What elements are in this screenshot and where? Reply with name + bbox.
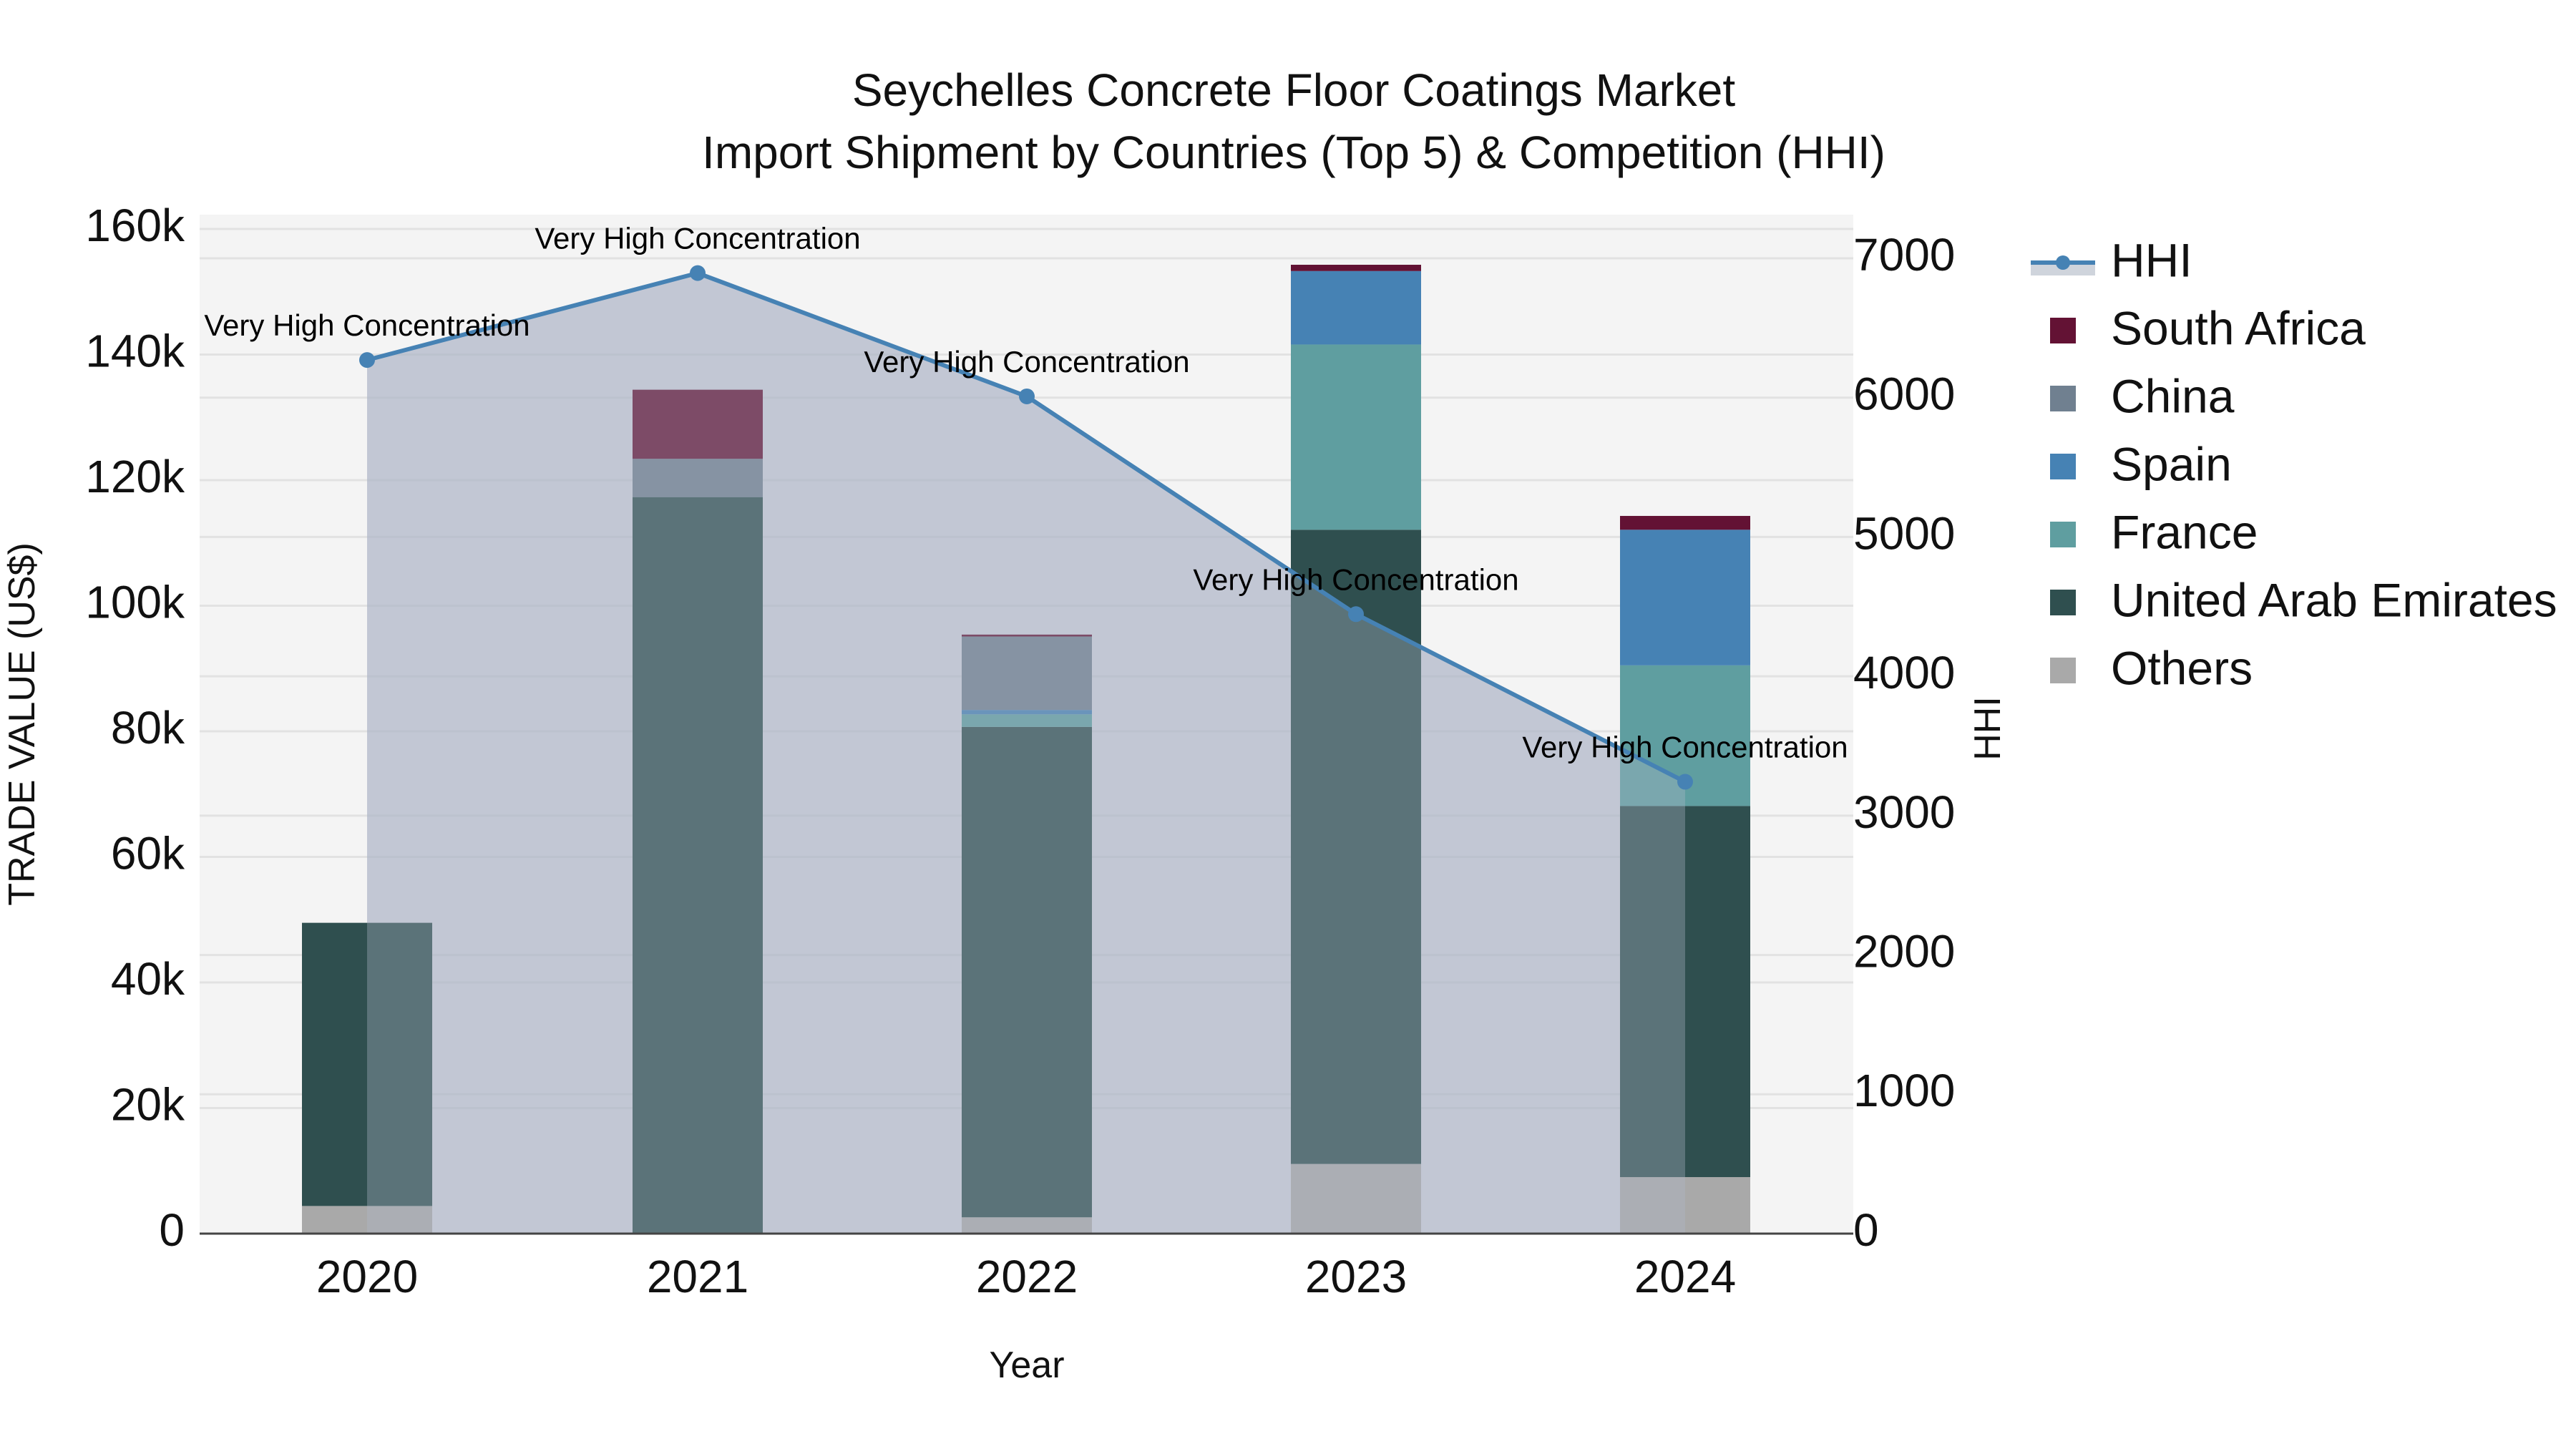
legend-swatch-icon: [2050, 658, 2076, 683]
legend-swatch-icon: [2050, 590, 2076, 615]
hhi-marker: [1348, 606, 1364, 623]
bar-segment-others: [1291, 1163, 1421, 1234]
x-tick-label: 2020: [316, 1251, 418, 1302]
bar-segment-south-africa: [962, 634, 1092, 637]
legend-swatch-icon: [2050, 522, 2076, 547]
hhi-marker: [690, 265, 706, 281]
bar-segment-south-africa: [1620, 516, 1750, 530]
legend-item-others[interactable]: Others: [2050, 641, 2253, 694]
legend-item-china[interactable]: China: [2050, 369, 2235, 422]
y-tick-label: 60k: [111, 827, 185, 879]
hhi-annotation: Very High Concentration: [535, 222, 860, 255]
y2-tick-label: 2000: [1853, 925, 1955, 977]
legend-label: China: [2111, 369, 2235, 422]
x-tick-label: 2021: [647, 1251, 748, 1302]
y2-tick-label: 6000: [1853, 369, 1955, 420]
hhi-annotations: Very High Concentration Very High Concent…: [204, 222, 1848, 764]
bar-segment-china: [962, 636, 1092, 711]
bar-segment-united-arab-emirates: [1620, 806, 1750, 1178]
y-axis-right-ticks: 0 1000 2000 3000 4000 5000 6000 7000: [1853, 229, 1955, 1256]
y-tick-label: 40k: [111, 953, 185, 1005]
bar-segment-spain: [1291, 270, 1421, 345]
legend-swatch-icon: [2050, 454, 2076, 479]
legend-label: Others: [2111, 641, 2253, 694]
bar-segment-others: [962, 1217, 1092, 1234]
hhi-fill-overlay: [367, 273, 1685, 1234]
chart-title: Seychelles Concrete Floor Coatings Marke…: [852, 64, 1736, 116]
x-tick-label: 2023: [1305, 1251, 1407, 1302]
legend-item-united-arab-emirates[interactable]: United Arab Emirates: [2050, 573, 2557, 626]
bar-segment-spain: [962, 710, 1092, 715]
bar-segment-spain: [1620, 530, 1750, 665]
x-axis-title: Year: [989, 1345, 1064, 1386]
bar-segment-others: [302, 1206, 432, 1234]
y-tick-label: 120k: [85, 451, 185, 502]
legend-swatch-icon: [2050, 318, 2076, 343]
hhi-marker: [359, 352, 375, 369]
legend-label: Spain: [2111, 437, 2232, 490]
bar-segment-south-africa: [1291, 265, 1421, 271]
legend-swatch-icon: [2050, 386, 2076, 411]
legend-item-france[interactable]: France: [2050, 505, 2258, 558]
hhi-annotation: Very High Concentration: [204, 308, 530, 342]
y-tick-label: 20k: [111, 1078, 185, 1130]
y-axis-left-ticks: 0 20k 40k 60k 80k 100k 120k 140k 160k: [85, 200, 185, 1256]
legend-label: South Africa: [2111, 301, 2366, 354]
y2-tick-label: 7000: [1853, 229, 1955, 280]
legend-label: United Arab Emirates: [2111, 573, 2557, 626]
y-tick-label: 100k: [85, 576, 185, 628]
legend-item-spain[interactable]: Spain: [2050, 437, 2232, 490]
y2-tick-label: 3000: [1853, 786, 1955, 838]
x-tick-label: 2022: [976, 1251, 1078, 1302]
legend-item-hhi[interactable]: HHI: [2031, 233, 2192, 286]
y2-tick-label: 1000: [1853, 1065, 1955, 1116]
legend-label: HHI: [2111, 233, 2192, 286]
chart-subtitle: Import Shipment by Countries (Top 5) & C…: [702, 127, 1885, 178]
y2-tick-label: 0: [1853, 1204, 1879, 1256]
x-tick-label: 2024: [1634, 1251, 1736, 1302]
y-axis-title: TRADE VALUE (US$): [1, 542, 43, 906]
bar-segment-south-africa: [633, 389, 763, 459]
legend-label: France: [2111, 505, 2258, 558]
hhi-marker: [1677, 774, 1693, 790]
y2-tick-label: 4000: [1853, 647, 1955, 698]
bar-segment-france: [1291, 344, 1421, 530]
y2-tick-label: 5000: [1853, 507, 1955, 559]
legend-marker-icon: [2056, 255, 2070, 270]
y-tick-label: 80k: [111, 702, 185, 753]
bar-segment-others: [1620, 1177, 1750, 1234]
legend-item-south-africa[interactable]: South Africa: [2050, 301, 2366, 354]
bar-segment-united-arab-emirates: [633, 497, 763, 1234]
y-tick-label: 0: [159, 1204, 185, 1256]
y2-axis-title: HHI: [1967, 696, 2009, 761]
legend: HHI South Africa China Spain France United Ar…: [2031, 233, 2557, 694]
bar-segment-france: [962, 714, 1092, 727]
bar-segment-united-arab-emirates: [302, 922, 432, 1206]
bar-segment-united-arab-emirates: [962, 726, 1092, 1218]
y-tick-label: 140k: [85, 325, 185, 376]
hhi-annotation: Very High Concentration: [1522, 731, 1848, 764]
bar-segment-china: [633, 459, 763, 497]
hhi-annotation: Very High Concentration: [864, 345, 1189, 379]
hhi-line: [359, 265, 1693, 1234]
y-tick-label: 160k: [85, 200, 185, 251]
hhi-annotation: Very High Concentration: [1193, 562, 1518, 596]
hhi-marker: [1019, 388, 1035, 404]
x-axis-ticks: 2020 2021 2022 2023 2024: [316, 1251, 1736, 1302]
